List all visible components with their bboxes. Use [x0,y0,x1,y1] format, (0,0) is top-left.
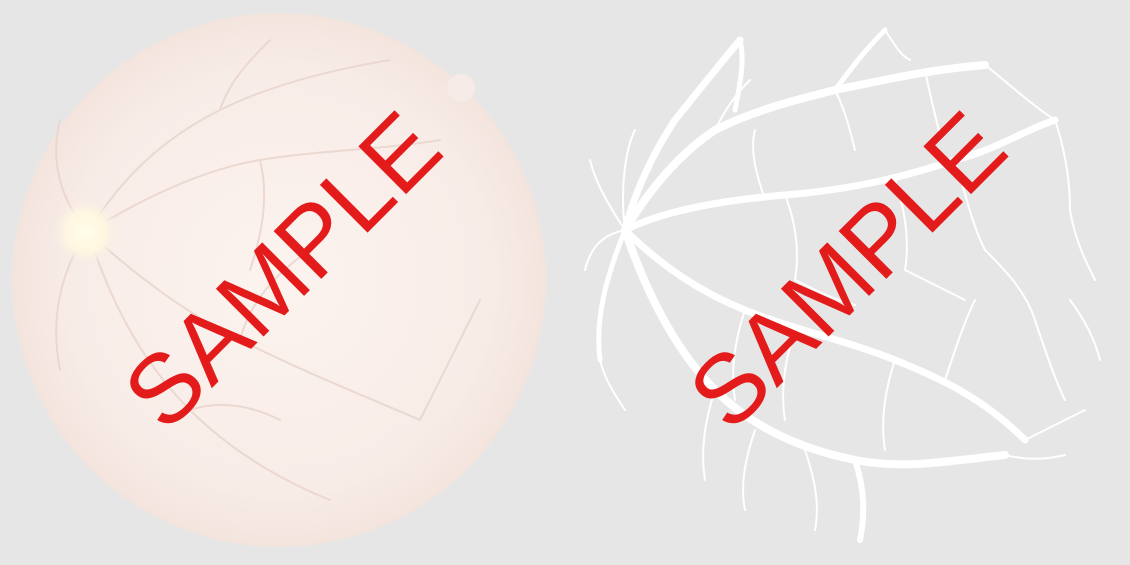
mask-vessels-major [596,27,1059,543]
fundus-notch [447,74,475,102]
vessel-mask-panel: SAMPLE [565,0,1130,565]
fundus-photo-panel: SAMPLE [12,13,546,547]
fundus-vessels [55,39,481,501]
mask-vessels-minor [584,29,1101,531]
fundus-photo [12,13,546,547]
optic-disc [52,198,120,266]
fundus-disc [12,13,546,547]
vessel-segmentation-mask [584,27,1101,543]
